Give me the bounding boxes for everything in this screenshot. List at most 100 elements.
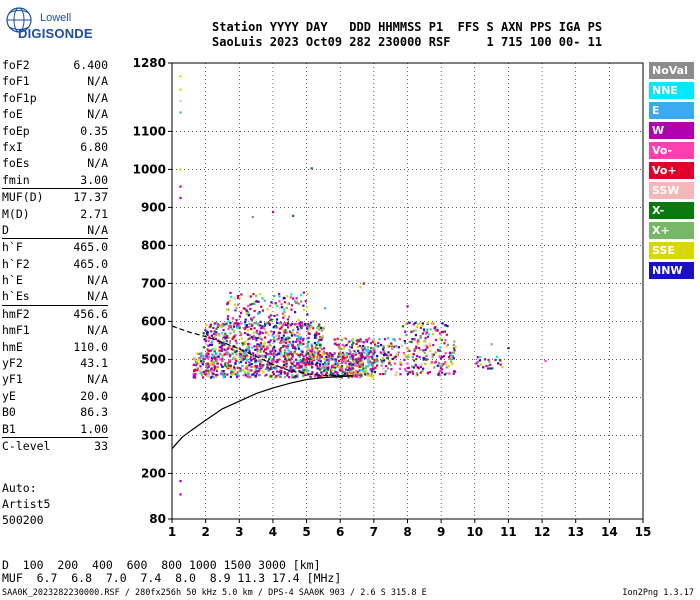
echo-dot xyxy=(284,357,287,360)
echo-dot xyxy=(239,331,242,334)
legend-item: W xyxy=(649,122,694,140)
echo-dot xyxy=(298,323,302,326)
echo-dot xyxy=(236,347,239,350)
echo-dot xyxy=(334,370,337,374)
echo-dot xyxy=(298,355,301,358)
param-name: h`Es xyxy=(2,289,30,304)
y-tick-label: 800 xyxy=(141,238,166,252)
echo-dot xyxy=(255,337,258,340)
echo-dot xyxy=(281,306,284,309)
echo-dot xyxy=(241,369,245,372)
echo-dot xyxy=(205,364,208,367)
echo-dot xyxy=(365,370,368,373)
echo-dot xyxy=(345,355,349,358)
param-row: B1 1.00 xyxy=(2,421,108,437)
param-value: 20.0 xyxy=(80,388,108,403)
legend-item: X- xyxy=(649,202,694,220)
echo-dot xyxy=(446,343,450,346)
echo-dot xyxy=(218,342,221,345)
echo-dot xyxy=(248,350,251,353)
echo-dot xyxy=(312,355,315,358)
param-row: hmF2 456.6 xyxy=(2,304,108,322)
echo-dot xyxy=(273,352,276,355)
echo-dot xyxy=(200,354,203,357)
param-value: N/A xyxy=(87,323,108,338)
echo-dot xyxy=(395,353,398,357)
echo-dot xyxy=(193,358,196,361)
echo-dot xyxy=(272,360,276,363)
y-tick-label: 400 xyxy=(141,390,166,404)
echo-dot xyxy=(205,353,208,356)
echo-dot xyxy=(371,357,374,360)
echo-dot xyxy=(376,364,379,367)
echo-dot xyxy=(439,367,442,370)
echo-dot xyxy=(252,352,255,355)
echo-dot xyxy=(403,339,406,343)
echo-dot xyxy=(229,321,232,324)
echo-dot xyxy=(312,327,315,330)
echo-dot xyxy=(308,360,311,363)
echo-dot xyxy=(247,345,250,348)
echo-dot xyxy=(220,363,223,366)
echo-dot xyxy=(331,369,334,372)
echo-dot xyxy=(287,349,290,352)
echo-dot xyxy=(333,352,336,355)
echo-dot xyxy=(261,365,264,368)
echo-dot xyxy=(358,344,362,348)
echo-dot xyxy=(438,355,441,358)
echo-dot xyxy=(260,327,263,330)
echo-dot xyxy=(302,369,305,372)
scatter-point xyxy=(490,343,493,346)
echo-dot xyxy=(286,324,289,327)
echo-dot xyxy=(297,318,300,321)
echo-dot xyxy=(423,357,426,360)
echo-dot xyxy=(426,371,429,374)
echo-dot xyxy=(335,343,338,346)
echo-dot xyxy=(273,295,276,298)
echo-dot xyxy=(419,348,422,351)
echo-dot xyxy=(263,344,266,347)
echo-dot xyxy=(249,303,252,306)
echo-dot xyxy=(309,372,312,375)
echo-dot xyxy=(262,345,265,348)
echo-dot xyxy=(233,303,236,306)
echo-dot xyxy=(204,340,207,343)
echo-dot xyxy=(247,370,250,373)
echo-dot xyxy=(264,356,267,359)
echo-dot xyxy=(356,371,359,374)
echo-dot xyxy=(264,322,267,325)
echo-dot xyxy=(252,337,256,340)
echo-dot xyxy=(283,310,286,314)
echo-dot xyxy=(363,351,366,354)
echo-dot xyxy=(341,370,344,373)
echo-dot xyxy=(351,339,354,342)
echo-dot xyxy=(224,337,227,340)
echo-dot xyxy=(238,327,241,330)
echo-dot xyxy=(369,374,373,378)
echo-dot xyxy=(282,323,285,326)
echo-dot xyxy=(197,358,200,361)
scatter-point xyxy=(507,347,510,350)
echo-dot xyxy=(253,316,256,319)
echo-dot xyxy=(306,343,309,346)
echo-dot xyxy=(278,341,281,344)
echo-dot xyxy=(222,370,225,373)
echo-dot xyxy=(360,356,363,359)
echo-dot xyxy=(346,359,350,363)
echo-dot xyxy=(450,351,453,354)
echo-dot xyxy=(371,340,374,343)
echo-dot xyxy=(244,355,247,358)
legend: NoVal NNE E W Vo- Vo+ SSW X- X+ SSE NNW xyxy=(649,62,694,283)
echo-dot xyxy=(266,332,269,335)
echo-dot xyxy=(430,362,433,365)
echo-dot xyxy=(206,374,209,378)
echo-dot xyxy=(416,342,420,345)
y-tick-label: 500 xyxy=(141,352,166,366)
echo-dot xyxy=(264,336,267,339)
echo-dot xyxy=(297,328,300,331)
echo-dot xyxy=(278,300,281,303)
echo-dot xyxy=(379,373,382,376)
echo-dot xyxy=(239,334,243,337)
echo-dot xyxy=(291,366,294,369)
echo-dot xyxy=(406,366,409,370)
